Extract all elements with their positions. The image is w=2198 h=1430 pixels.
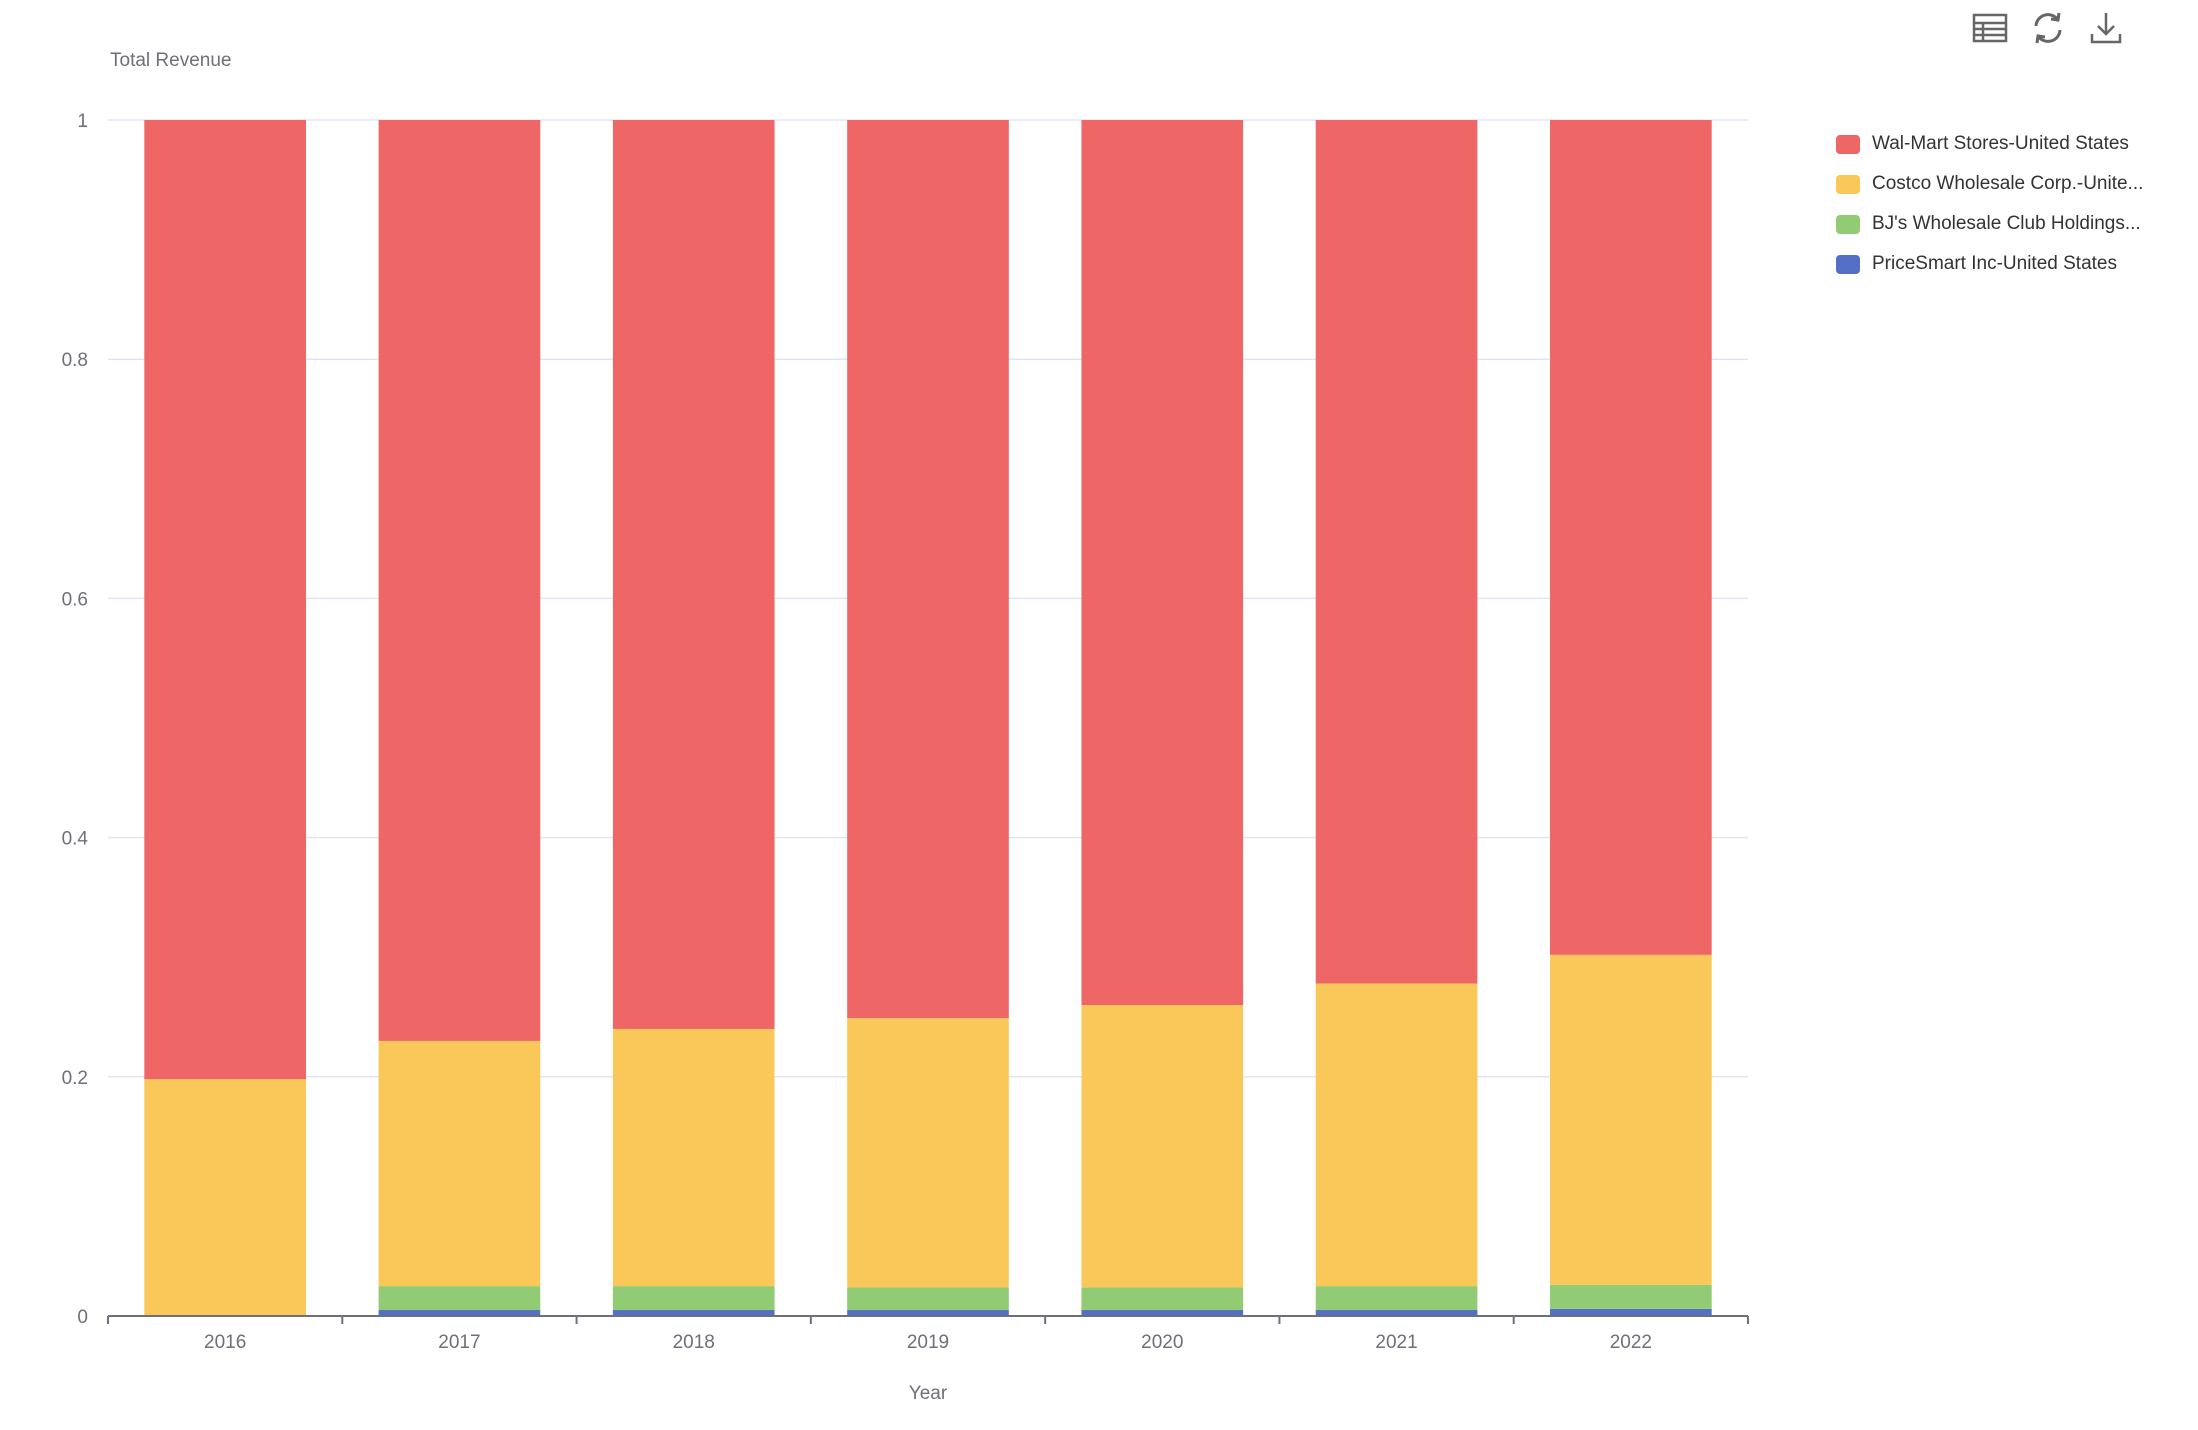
- bar-segment[interactable]: [378, 1040, 541, 1287]
- bar-segment[interactable]: [847, 1287, 1009, 1311]
- y-tick-label: 0.2: [62, 1068, 88, 1089]
- bar-segment[interactable]: [1550, 120, 1712, 955]
- bar-segment[interactable]: [1550, 954, 1712, 1285]
- bar-segment[interactable]: [1081, 120, 1244, 1006]
- bar-segment[interactable]: [847, 1310, 1009, 1316]
- bar-segment[interactable]: [378, 1310, 541, 1316]
- legend-swatch: [1836, 214, 1860, 234]
- bar-segment[interactable]: [1081, 1287, 1244, 1311]
- bar-segment[interactable]: [1550, 1308, 1712, 1316]
- x-axis-title: Year: [909, 1383, 948, 1404]
- chart-legend: Wal-Mart Stores-United States Costco Whol…: [1836, 124, 2143, 284]
- x-tick-label: 2022: [1610, 1332, 1652, 1353]
- legend-label: Wal-Mart Stores-United States: [1872, 133, 2129, 154]
- refresh-icon[interactable]: [2028, 8, 2068, 48]
- bar-segment[interactable]: [1081, 1005, 1244, 1288]
- bar-segment[interactable]: [612, 120, 775, 1029]
- bar-segment[interactable]: [612, 1310, 775, 1316]
- bar-segment[interactable]: [612, 1286, 775, 1311]
- x-tick-label: 2020: [1141, 1332, 1183, 1353]
- bar-segment[interactable]: [1315, 1310, 1478, 1316]
- bar-segment[interactable]: [1315, 983, 1478, 1287]
- legend-swatch: [1836, 254, 1860, 274]
- bar-segment[interactable]: [1081, 1310, 1244, 1316]
- legend-label: PriceSmart Inc-United States: [1872, 253, 2117, 274]
- bar-segment[interactable]: [847, 120, 1009, 1019]
- chart-toolbar: [1970, 8, 2126, 48]
- y-tick-label: 1: [77, 111, 88, 132]
- legend-swatch: [1836, 134, 1860, 154]
- y-tick-label: 0.6: [62, 589, 88, 610]
- x-tick-label: 2018: [673, 1332, 715, 1353]
- y-tick-label: 0.4: [62, 829, 89, 850]
- bar-segment[interactable]: [1550, 1284, 1712, 1309]
- bar-segment[interactable]: [378, 120, 541, 1041]
- legend-label: Costco Wholesale Corp.-Unite...: [1872, 173, 2144, 194]
- x-tick-label: 2019: [907, 1332, 949, 1353]
- bar-segment[interactable]: [378, 1286, 541, 1311]
- bar-segment[interactable]: [847, 1018, 1009, 1288]
- bar-segment[interactable]: [144, 1079, 306, 1316]
- legend-label: BJ's Wholesale Club Holdings...: [1872, 213, 2141, 234]
- x-tick-label: 2021: [1375, 1332, 1417, 1353]
- bar-segment[interactable]: [612, 1028, 775, 1287]
- legend-swatch: [1836, 174, 1860, 194]
- data-view-icon[interactable]: [1970, 8, 2010, 48]
- legend-item[interactable]: BJ's Wholesale Club Holdings...: [1836, 204, 2143, 244]
- legend-item[interactable]: Costco Wholesale Corp.-Unite...: [1836, 164, 2143, 204]
- bar-segment[interactable]: [1315, 1286, 1478, 1311]
- bar-segment[interactable]: [1315, 120, 1478, 984]
- bar-segment[interactable]: [144, 120, 306, 1080]
- y-tick-label: 0.8: [62, 350, 88, 371]
- y-tick-label: 0: [77, 1307, 88, 1328]
- legend-item[interactable]: Wal-Mart Stores-United States: [1836, 124, 2143, 164]
- download-icon[interactable]: [2086, 8, 2126, 48]
- legend-item[interactable]: PriceSmart Inc-United States: [1836, 244, 2143, 284]
- y-axis-title: Total Revenue: [110, 50, 231, 71]
- x-tick-label: 2016: [204, 1332, 246, 1353]
- x-tick-label: 2017: [438, 1332, 480, 1353]
